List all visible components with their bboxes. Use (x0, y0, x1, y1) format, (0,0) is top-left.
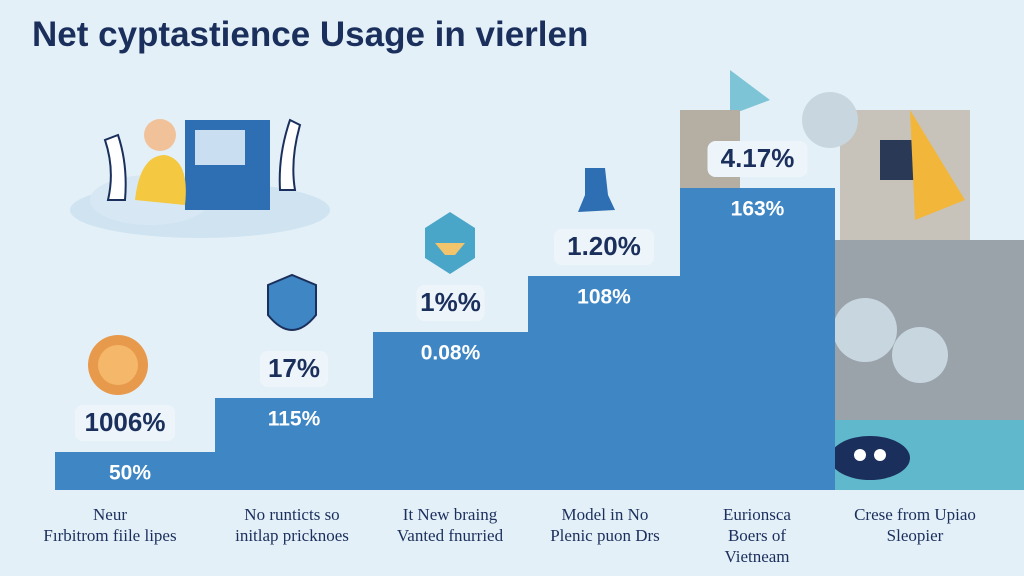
icons (88, 168, 615, 395)
category-label: It New braing (403, 505, 498, 524)
top-label-box (75, 405, 175, 441)
category-label: Vietneam (724, 547, 789, 566)
inner-label: 115% (268, 408, 321, 431)
category-label: Model in No (562, 505, 649, 524)
category-label: Boers of (728, 526, 786, 545)
category-label: Plenic puon Drs (550, 526, 660, 545)
step-bar (373, 332, 528, 490)
step-bar (528, 276, 680, 490)
category-label: Eurionsca (723, 505, 791, 524)
top-label-box (707, 141, 808, 177)
top-label-box (416, 285, 485, 321)
step-bar (215, 398, 373, 490)
inner-label: 50% (109, 462, 151, 485)
category-label: Neur (93, 505, 127, 524)
building-illustration (680, 70, 1024, 490)
top-label: 1%% (420, 287, 481, 317)
category-label: initlap pricknoes (235, 526, 349, 545)
category-label: Sleopier (887, 526, 944, 545)
top-label-box (260, 351, 328, 387)
title: Net cyptastience Usage in vierlen (32, 15, 588, 54)
top-label: 17% (268, 353, 320, 383)
cloud-illustration (70, 118, 330, 238)
category-label: Fırbitrom fiile lipes (43, 526, 176, 545)
step-bar (680, 188, 835, 490)
category-label: Crese from Upiao (854, 505, 976, 524)
top-label: 1006% (85, 407, 166, 437)
top-label: 1.20% (567, 231, 641, 261)
category-label: No runticts so (244, 505, 339, 524)
top-label: 4.17% (721, 143, 795, 173)
inner-label: 163% (731, 198, 785, 221)
top-label-box (554, 229, 654, 265)
inner-label: 0.08% (421, 342, 481, 365)
step-bar (55, 452, 215, 490)
inner-label: 108% (577, 286, 631, 309)
category-label: Vanted fnurried (397, 526, 504, 545)
